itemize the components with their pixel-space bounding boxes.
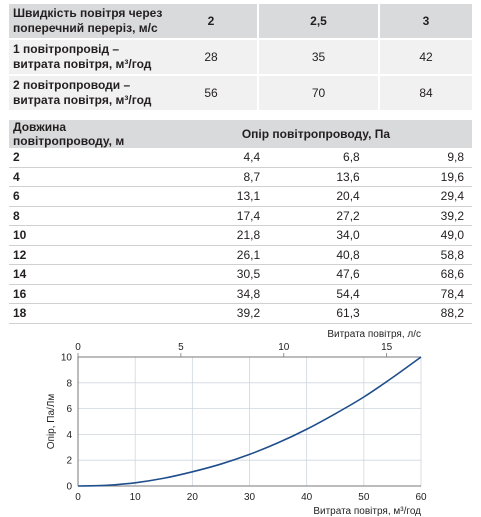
airflow-row-2ducts: 2 повітропроводи – витрата повітря, м³/г… bbox=[9, 75, 472, 112]
airflow-header-row: Швидкість повітря через поперечний перер… bbox=[9, 4, 472, 40]
resistance-table: Довжина повітропроводу, м Опір повітропр… bbox=[9, 120, 472, 324]
resistance-cell: 58,8 bbox=[363, 245, 472, 265]
resistance-header: Опір повітропроводу, Па bbox=[159, 120, 472, 148]
y-tick-label: 4 bbox=[66, 430, 72, 441]
speed-2: 2 bbox=[165, 4, 258, 40]
row-label: 2 повітропроводи – витрата повітря, м³/г… bbox=[9, 75, 165, 112]
chart-grid bbox=[77, 356, 422, 487]
resistance-cell: 30,5 bbox=[159, 264, 265, 285]
resistance-cell: 39,2 bbox=[159, 303, 265, 324]
resistance-curve bbox=[77, 356, 422, 487]
length-header: Довжина повітропроводу, м bbox=[9, 120, 160, 148]
length-cell: 6 bbox=[9, 186, 160, 207]
x-axis-label: Витрата повітря, м³/год bbox=[313, 506, 421, 517]
table-row: 16 34,8 54,4 78,4 bbox=[9, 284, 472, 304]
y-tick-label: 0 bbox=[66, 482, 72, 493]
table-row: 14 30,5 47,6 68,6 bbox=[9, 264, 472, 285]
resistance-cell: 4,4 bbox=[159, 148, 265, 168]
x-tick-label: 10 bbox=[130, 492, 142, 503]
resistance-cell: 17,4 bbox=[159, 206, 265, 226]
length-cell: 2 bbox=[9, 148, 160, 168]
table-row: 6 13,1 20,4 29,4 bbox=[9, 186, 472, 207]
resistance-cell: 40,8 bbox=[264, 245, 364, 265]
resistance-cell: 88,2 bbox=[363, 303, 472, 324]
y-tick-label: 6 bbox=[66, 404, 72, 415]
y-tick-label: 2 bbox=[66, 456, 72, 467]
resistance-cell: 61,3 bbox=[264, 303, 364, 324]
length-cell: 10 bbox=[9, 225, 160, 246]
table-row: 18 39,2 61,3 88,2 bbox=[9, 303, 472, 324]
resistance-rows: 2 4,4 6,8 9,8 4 8,7 13,6 19,6 6 13,1 20,4 29,4 8 17,4… bbox=[9, 148, 472, 324]
cell: 35 bbox=[256, 39, 379, 76]
length-cell: 14 bbox=[9, 264, 160, 285]
speed-header-label: Швидкість повітря через поперечний перер… bbox=[9, 4, 165, 40]
y-axis-label: Опір, Па/Лм bbox=[46, 394, 57, 450]
airflow-table: Швидкість повітря через поперечний перер… bbox=[9, 4, 472, 112]
cell: 84 bbox=[378, 75, 472, 112]
x2-tick-label: 0 bbox=[75, 342, 81, 353]
y-tick-label: 10 bbox=[61, 353, 73, 364]
row-label: 1 повітропровід – витрата повітря, м³/го… bbox=[9, 39, 165, 76]
resistance-cell: 6,8 bbox=[264, 148, 364, 168]
resistance-header-row: Довжина повітропроводу, м Опір повітропр… bbox=[9, 120, 472, 148]
length-cell: 16 bbox=[9, 284, 160, 304]
length-cell: 4 bbox=[9, 167, 160, 187]
cell: 70 bbox=[256, 75, 379, 112]
x-tick-label: 50 bbox=[358, 492, 370, 503]
resistance-cell: 34,8 bbox=[159, 284, 265, 304]
resistance-cell: 29,4 bbox=[363, 186, 472, 207]
length-cell: 18 bbox=[9, 303, 160, 324]
x2-axis-label: Витрата повітря, л/с bbox=[327, 330, 421, 340]
resistance-cell: 27,2 bbox=[264, 206, 364, 226]
x2-tick-label: 10 bbox=[278, 342, 290, 353]
table-row: 4 8,7 13,6 19,6 bbox=[9, 167, 472, 187]
resistance-cell: 20,4 bbox=[264, 186, 364, 207]
resistance-cell: 47,6 bbox=[264, 264, 364, 285]
length-cell: 12 bbox=[9, 245, 160, 265]
resistance-cell: 54,4 bbox=[264, 284, 364, 304]
table-row: 10 21,8 34,0 49,0 bbox=[9, 225, 472, 246]
x-tick-label: 20 bbox=[187, 492, 199, 503]
length-cell: 8 bbox=[9, 206, 160, 226]
table-row: 2 4,4 6,8 9,8 bbox=[9, 148, 472, 168]
cell: 56 bbox=[165, 75, 258, 112]
cell: 42 bbox=[378, 39, 472, 76]
resistance-cell: 49,0 bbox=[363, 225, 472, 246]
resistance-cell: 8,7 bbox=[159, 167, 265, 187]
cell: 28 bbox=[165, 39, 258, 76]
x2-tick-label: 15 bbox=[381, 342, 393, 353]
x-tick-label: 30 bbox=[244, 492, 256, 503]
resistance-cell: 9,8 bbox=[363, 148, 472, 168]
airflow-row-1duct: 1 повітропровід – витрата повітря, м³/го… bbox=[9, 39, 472, 76]
resistance-cell: 34,0 bbox=[264, 225, 364, 246]
resistance-cell: 39,2 bbox=[363, 206, 472, 226]
x-tick-label: 40 bbox=[301, 492, 313, 503]
y-tick-label: 8 bbox=[66, 378, 72, 389]
resistance-cell: 68,6 bbox=[363, 264, 472, 285]
resistance-cell: 26,1 bbox=[159, 245, 265, 265]
x-tick-label: 0 bbox=[75, 492, 81, 503]
resistance-cell: 78,4 bbox=[363, 284, 472, 304]
x2-tick-label: 5 bbox=[178, 342, 184, 353]
resistance-cell: 13,6 bbox=[264, 167, 364, 187]
resistance-cell: 13,1 bbox=[159, 186, 265, 207]
resistance-cell: 19,6 bbox=[363, 167, 472, 187]
resistance-cell: 21,8 bbox=[159, 225, 265, 246]
x-tick-label: 60 bbox=[415, 492, 427, 503]
speed-2-5: 2,5 bbox=[256, 4, 379, 40]
table-row: 8 17,4 27,2 39,2 bbox=[9, 206, 472, 226]
speed-3: 3 bbox=[378, 4, 472, 40]
table-row: 12 26,1 40,8 58,8 bbox=[9, 245, 472, 265]
